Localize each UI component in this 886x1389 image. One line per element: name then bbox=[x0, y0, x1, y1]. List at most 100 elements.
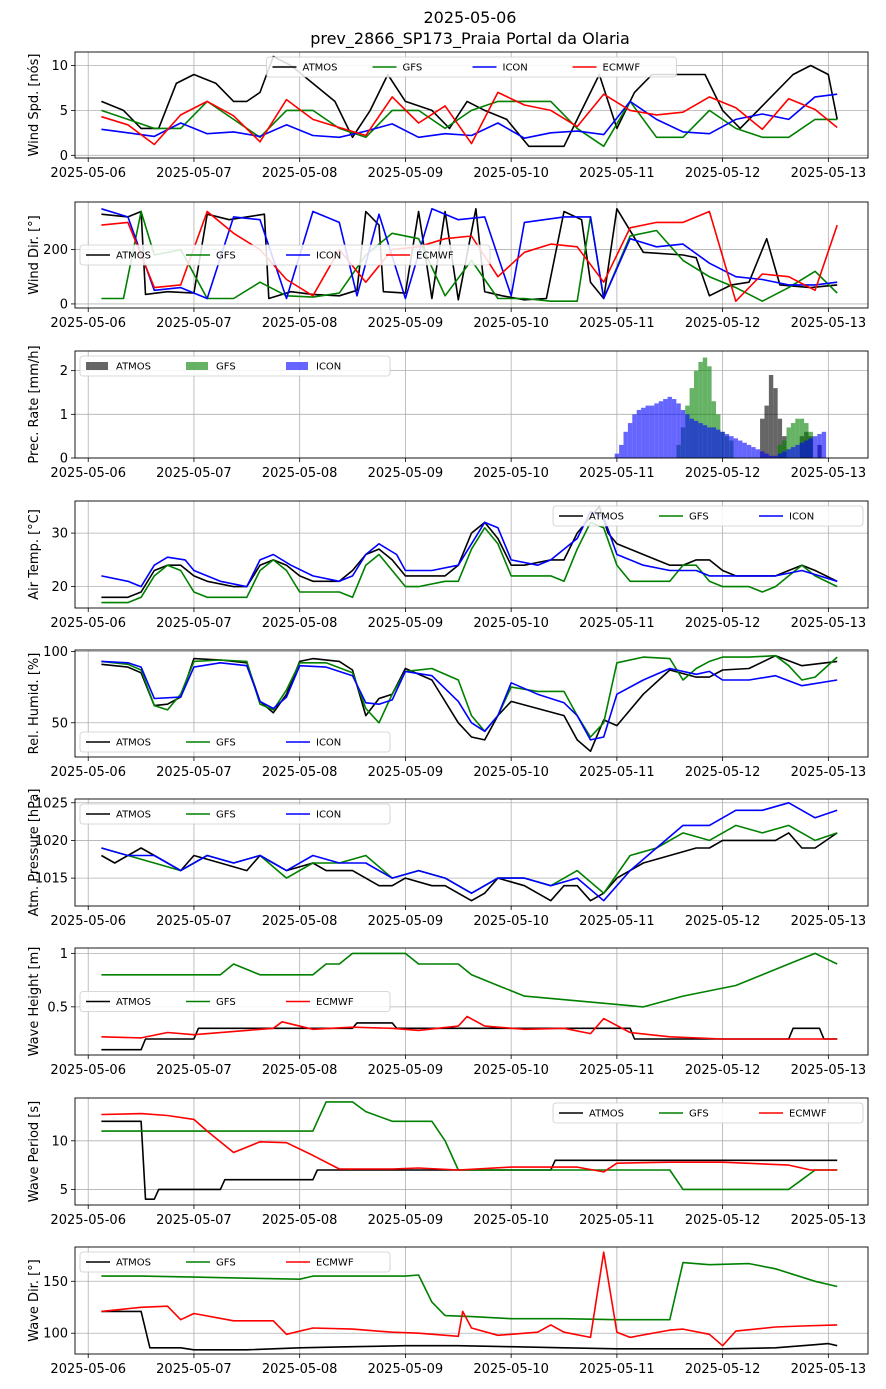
chart-panel: 2025-05-06 2025-05-07 2025-05-08 2025-05-09… bbox=[27, 500, 869, 631]
y-axis-label: Wave Dir. [°] bbox=[27, 1259, 42, 1342]
x-tick-label: 2025-05-11 bbox=[579, 616, 655, 631]
x-tick-label: 2025-05-12 bbox=[685, 616, 761, 631]
bar-icon bbox=[799, 442, 805, 458]
legend-label: ECMWF bbox=[316, 997, 354, 1008]
x-tick-label: 2025-05-07 bbox=[156, 1213, 232, 1228]
x-tick-label: 2025-05-10 bbox=[473, 914, 549, 929]
bar-icon bbox=[636, 409, 642, 458]
series-line-atmos bbox=[101, 1022, 838, 1051]
bar-icon bbox=[724, 433, 730, 458]
x-tick-label: 2025-05-13 bbox=[791, 1213, 867, 1228]
legend-label: ECMWF bbox=[603, 63, 641, 74]
x-tick-label: 2025-05-13 bbox=[791, 765, 867, 780]
x-tick-label: 2025-05-08 bbox=[262, 1213, 338, 1228]
plot-area bbox=[101, 1101, 838, 1200]
series-line-atmos bbox=[101, 55, 838, 148]
legend: ATMOS GFS ICON ECMWF bbox=[79, 244, 491, 266]
y-tick-label: 0.5 bbox=[47, 1000, 68, 1015]
y-tick-label: 5 bbox=[60, 1183, 68, 1198]
axes-frame bbox=[74, 649, 869, 758]
bar-icon bbox=[698, 423, 703, 458]
x-tick-label: 2025-05-11 bbox=[579, 914, 655, 929]
bar-icon bbox=[751, 447, 756, 458]
plot-area bbox=[101, 208, 838, 302]
axes-frame bbox=[74, 947, 869, 1056]
legend-label: ICON bbox=[789, 512, 814, 523]
bar-icon bbox=[786, 449, 791, 458]
y-tick-label: 1 bbox=[60, 947, 68, 962]
x-tick-label: 2025-05-10 bbox=[473, 765, 549, 780]
legend-label: ECMWF bbox=[416, 251, 454, 262]
y-tick-label: 5 bbox=[60, 104, 68, 119]
legend-label: ICON bbox=[316, 810, 341, 821]
x-tick-label: 2025-05-06 bbox=[50, 1213, 126, 1228]
axes-frame bbox=[74, 1246, 869, 1355]
legend-label: GFS bbox=[689, 512, 709, 523]
bar-icon bbox=[614, 453, 620, 458]
x-tick-label: 2025-05-06 bbox=[50, 765, 126, 780]
bar-icon bbox=[812, 436, 818, 458]
y-axis-label: Wind Dir. [°] bbox=[27, 215, 42, 295]
legend-swatch bbox=[86, 362, 108, 370]
bar-icon bbox=[742, 442, 747, 458]
bar-icon bbox=[773, 455, 778, 458]
y-tick-label: 100 bbox=[43, 645, 68, 660]
legend-label: ICON bbox=[316, 362, 341, 373]
x-tick-label: 2025-05-07 bbox=[156, 166, 232, 181]
series-line-ecmwf bbox=[101, 1112, 838, 1173]
legend-label: GFS bbox=[216, 362, 236, 373]
bar-gfs bbox=[698, 361, 703, 458]
x-tick-label: 2025-05-13 bbox=[791, 616, 867, 631]
x-tick-label: 2025-05-08 bbox=[262, 1362, 338, 1377]
x-tick-label: 2025-05-13 bbox=[791, 466, 867, 481]
plot-area bbox=[101, 952, 838, 1051]
chart-panel: 2025-05-06 2025-05-07 2025-05-08 2025-05-09… bbox=[27, 1246, 869, 1377]
x-tick-label: 2025-05-08 bbox=[262, 316, 338, 331]
legend-swatch bbox=[186, 362, 208, 370]
x-tick-label: 2025-05-09 bbox=[368, 1362, 444, 1377]
x-tick-label: 2025-05-10 bbox=[473, 1213, 549, 1228]
x-tick-label: 2025-05-06 bbox=[50, 1362, 126, 1377]
legend-label: ATMOS bbox=[116, 251, 151, 262]
legend: ATMOS GFS ECMWF bbox=[79, 991, 391, 1012]
legend-label: GFS bbox=[689, 1109, 709, 1120]
x-tick-label: 2025-05-13 bbox=[791, 914, 867, 929]
legend: ATMOS GFS ICON bbox=[79, 355, 391, 377]
bar-icon bbox=[821, 431, 827, 458]
x-tick-label: 2025-05-11 bbox=[579, 466, 655, 481]
legend-label: ATMOS bbox=[116, 362, 151, 373]
x-tick-label: 2025-05-06 bbox=[50, 616, 126, 631]
x-tick-label: 2025-05-09 bbox=[368, 1213, 444, 1228]
bar-icon bbox=[680, 409, 686, 458]
series-line-ecmwf bbox=[101, 210, 838, 302]
y-tick-label: 0 bbox=[60, 149, 68, 164]
bar-icon bbox=[658, 401, 664, 458]
y-tick-label: 150 bbox=[43, 1275, 68, 1290]
x-tick-label: 2025-05-12 bbox=[685, 1063, 761, 1078]
bar-gfs bbox=[782, 440, 787, 458]
x-tick-label: 2025-05-12 bbox=[685, 316, 761, 331]
x-tick-label: 2025-05-12 bbox=[685, 1213, 761, 1228]
series-line-atmos bbox=[101, 505, 838, 599]
x-tick-label: 2025-05-10 bbox=[473, 466, 549, 481]
x-tick-label: 2025-05-08 bbox=[262, 466, 338, 481]
chart-panel: 2025-05-06 2025-05-07 2025-05-08 2025-05-09… bbox=[27, 51, 869, 181]
x-tick-label: 2025-05-11 bbox=[579, 166, 655, 181]
legend-box bbox=[79, 244, 491, 266]
bar-icon bbox=[720, 431, 725, 458]
series-line-gfs bbox=[101, 521, 838, 604]
x-tick-label: 2025-05-13 bbox=[791, 166, 867, 181]
x-tick-label: 2025-05-07 bbox=[156, 765, 232, 780]
chart-panel: 2025-05-06 2025-05-07 2025-05-08 2025-05-09… bbox=[27, 789, 869, 929]
series-line-gfs bbox=[101, 1101, 838, 1191]
bar-gfs bbox=[786, 427, 791, 458]
y-tick-label: 200 bbox=[43, 243, 68, 258]
bar-gfs bbox=[795, 418, 800, 458]
chart-panel: 2025-05-06 2025-05-07 2025-05-08 2025-05-09… bbox=[27, 947, 869, 1078]
y-tick-label: 1020 bbox=[35, 834, 68, 849]
x-tick-label: 2025-05-12 bbox=[685, 166, 761, 181]
figure-subtitle: prev_2866_SP173_Praia Portal da Olaria bbox=[310, 29, 630, 49]
axes-frame bbox=[74, 1097, 869, 1206]
legend-swatch bbox=[286, 362, 308, 370]
x-tick-label: 2025-05-08 bbox=[262, 765, 338, 780]
